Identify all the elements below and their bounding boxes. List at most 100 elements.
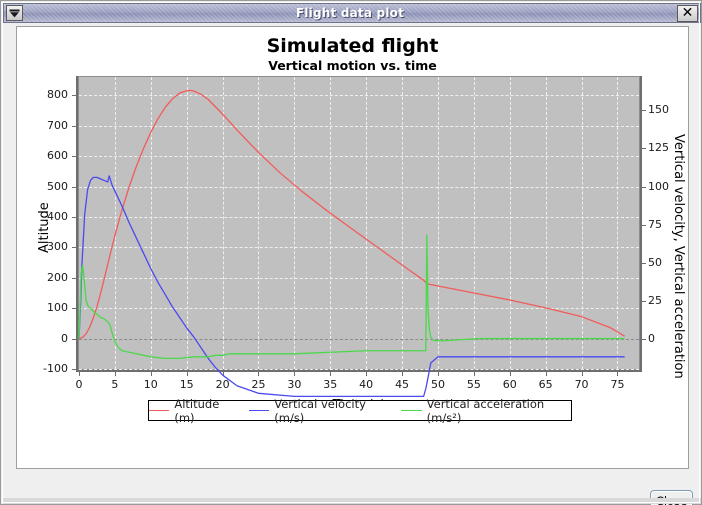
grid-line-horizontal [79,277,639,279]
tick-mark [79,372,80,376]
tick-label: 0 [648,331,655,345]
tick-label: 600 [47,149,68,163]
grid-line-horizontal [79,156,639,158]
tick-mark [72,125,76,127]
tick-label: 200 [47,270,68,284]
grid-line-horizontal [79,186,639,188]
tick-label: 45 [395,378,410,391]
legend-swatch-vertical-velocity [248,410,270,411]
series-line-1 [78,175,625,398]
y-axis-right-line [640,76,642,370]
chart-legend: Altitude (m) Vertical velocity (m/s) Ver… [148,397,572,425]
tick-label: 60 [502,378,517,391]
tick-label: 50 [648,255,662,269]
grid-line-horizontal [79,308,639,310]
tick-label: 20 [215,378,230,391]
tick-label: 35 [323,378,338,391]
legend-swatch-vertical-acceleration [401,410,422,411]
tick-label: -100 [43,362,68,375]
legend-item-vertical-acceleration: Vertical acceleration (m/s²) [401,397,571,425]
window-menu-triangle-icon[interactable] [6,5,23,21]
tick-mark [72,216,76,218]
tick-mark [72,247,76,249]
grid-line-vertical [258,77,260,369]
tick-mark [642,148,646,150]
grid-line-vertical [150,77,152,369]
tick-label: 10 [143,378,158,391]
tick-label: 700 [47,118,68,132]
tick-label: 70 [574,378,589,391]
tick-mark [294,372,296,376]
tick-mark [617,372,619,376]
grid-line-vertical [437,77,439,369]
title-bar: Flight data plot ✕ [3,3,701,23]
legend-label-vertical-acceleration: Vertical acceleration (m/s²) [426,396,545,425]
tick-mark [72,369,76,370]
tick-label: 25 [251,378,266,391]
tick-label: 100 [47,301,68,315]
tick-label: 5 [111,378,119,391]
grid-line-vertical [509,77,511,369]
grid-line-vertical [473,77,475,369]
legend-label-vertical-velocity: Vertical velocity (m/s) [274,396,366,425]
tick-label: 100 [648,179,669,193]
tick-mark [72,95,76,97]
grid-line-horizontal [79,216,639,218]
tick-mark [581,372,583,376]
tick-label: 0 [61,331,68,345]
tick-mark [258,372,260,376]
y-axis-right-title: Vertical velocity, Vertical acceleration [671,134,686,379]
tick-label: 15 [179,378,194,391]
grid-line-vertical [617,77,619,369]
window-status-strip [3,498,701,504]
legend-item-altitude: Altitude (m) [149,397,238,425]
chart-title: Simulated flight [266,35,439,57]
grid-line-vertical [186,77,188,369]
chart-panel: Simulated flight Vertical motion vs. tim… [16,26,689,469]
tick-label: 65 [538,378,553,391]
grid-line-horizontal [79,95,639,97]
tick-mark [186,372,188,376]
tick-mark [642,338,646,340]
window-title: Flight data plot [295,6,405,20]
tick-mark [72,156,76,158]
tick-label: 55 [466,378,481,391]
series-line-2 [78,234,625,359]
grid-line-vertical [294,77,296,369]
tick-label: 400 [47,209,68,223]
grid-line-vertical [402,77,404,369]
close-icon[interactable]: ✕ [677,4,698,22]
plot-area [78,76,640,398]
tick-mark [509,372,511,376]
grid-line-horizontal [79,125,639,127]
tick-mark [545,372,547,376]
tick-label: 500 [47,179,68,193]
tick-mark [72,338,76,340]
tick-mark [473,372,475,376]
tick-mark [72,308,76,310]
tick-label: 150 [648,103,669,117]
series-line-0 [78,89,625,340]
y-axis-left-line [76,76,78,370]
legend-swatch-altitude [149,410,170,411]
tick-mark [114,372,116,376]
tick-mark [402,372,404,376]
chart-subtitle: Vertical motion vs. time [268,58,437,73]
data-series-layer [78,89,625,398]
tick-mark [642,110,646,112]
tick-mark [642,300,646,302]
grid-line-vertical [366,77,368,369]
tick-label: 75 [610,378,625,391]
tick-mark [642,224,646,226]
tick-mark [150,372,152,376]
tick-label: 75 [648,217,662,231]
tick-mark [330,372,332,376]
tick-mark [642,186,646,188]
tick-label: 50 [430,378,445,391]
tick-mark [366,372,368,376]
legend-item-vertical-velocity: Vertical velocity (m/s) [248,396,390,425]
grid-line-vertical [114,77,116,369]
tick-label: 125 [648,141,669,155]
tick-label: 800 [47,88,68,102]
